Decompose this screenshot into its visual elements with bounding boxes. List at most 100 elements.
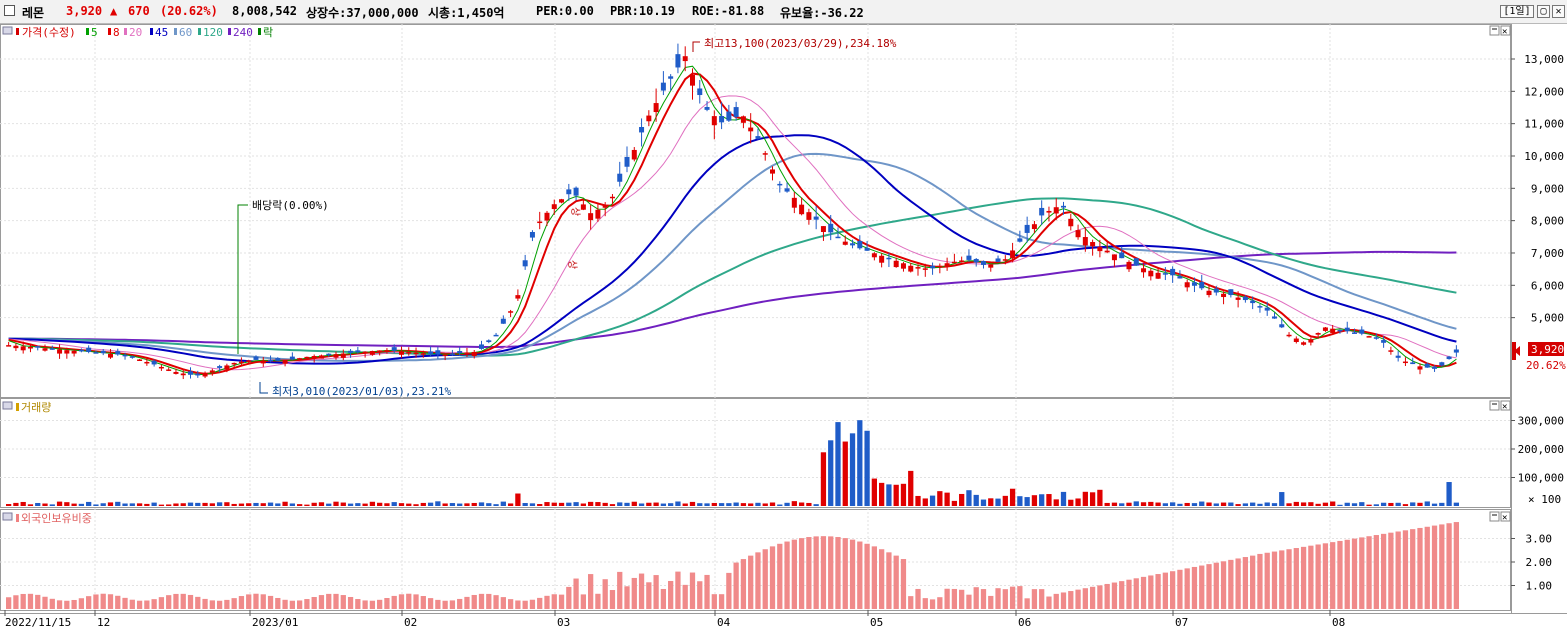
volume-bar xyxy=(1002,495,1008,506)
candle-body xyxy=(471,351,477,356)
candle-body xyxy=(326,353,332,356)
foreign-ratio-bar xyxy=(1308,545,1314,609)
price-tick-label: 5,000 xyxy=(1531,312,1564,325)
candle-body xyxy=(973,258,979,263)
restore-button[interactable]: ▢ xyxy=(1537,5,1550,18)
period-button[interactable]: [1일] xyxy=(1500,5,1534,18)
volume-bar xyxy=(413,504,419,506)
candle-body xyxy=(1184,282,1190,288)
foreign-ratio-bar xyxy=(1024,598,1030,609)
volume-bar xyxy=(871,478,877,506)
foreign-ratio-bar xyxy=(1206,564,1212,609)
stock-chart[interactable]: ✕ ✕ ✕ 가격(수정) 5 8 20 45 60 120 240 락 최고13… xyxy=(0,24,1567,630)
candle-body xyxy=(857,241,863,249)
foreign-ratio-bar xyxy=(64,600,70,609)
candle-body xyxy=(71,350,77,354)
volume-bar xyxy=(1060,491,1067,506)
candle-body xyxy=(1344,327,1350,332)
candle-body xyxy=(1126,261,1132,270)
volume-bar xyxy=(937,491,943,506)
volume-bar xyxy=(1235,504,1241,506)
foreign-ownership-bars xyxy=(6,522,1459,609)
volume-bar xyxy=(849,433,856,506)
candle-body xyxy=(158,366,164,369)
volume-bar xyxy=(246,503,252,506)
candle-body xyxy=(689,75,695,86)
foreign-ratio-bar xyxy=(238,596,245,609)
volume-bar xyxy=(216,502,223,506)
candle-body xyxy=(260,360,266,364)
float-ratio: 유보율:-36.22 xyxy=(780,6,864,20)
panel-controls[interactable]: ✕ ✕ ✕ xyxy=(2,25,1511,523)
volume-bars xyxy=(6,420,1459,506)
foreign-ratio-bar xyxy=(1002,589,1008,609)
volume-bar xyxy=(769,502,776,506)
candle-body xyxy=(304,356,310,359)
candle-body xyxy=(449,353,455,355)
foreign-ratio-bar xyxy=(864,543,870,609)
pbr-value: PBR:10.19 xyxy=(610,4,676,18)
date-label: 02 xyxy=(404,616,417,629)
foreign-ratio-bar xyxy=(624,586,630,609)
foreign-ratio-bar xyxy=(216,600,223,609)
date-label: 12 xyxy=(97,616,110,629)
candle-body xyxy=(879,255,885,263)
foreign-ratio-bar xyxy=(1148,575,1154,609)
up-arrow-icon: ▲ xyxy=(110,4,118,18)
candle-body xyxy=(639,126,645,133)
stock-name: 레몬 xyxy=(22,6,45,20)
foreign-ratio-bar xyxy=(929,599,936,609)
candle-body xyxy=(49,348,55,350)
volume-bar xyxy=(1017,496,1023,506)
volume-bar xyxy=(959,493,965,506)
candle-body xyxy=(711,116,717,126)
candle-body xyxy=(253,356,259,360)
foreign-ratio-bar xyxy=(660,588,667,609)
foreign-ratio-bar xyxy=(420,596,426,609)
volume-bar xyxy=(391,502,397,506)
foreign-ratio-bar xyxy=(566,586,572,609)
volume-bar xyxy=(879,482,885,506)
volume-bar xyxy=(311,502,317,506)
date-label: 2023/01 xyxy=(252,616,298,629)
date-axis: 2022/11/15 12 2023/01 02 03 04 05 06 07 08 xyxy=(4,610,1345,629)
volume-bar xyxy=(1424,501,1430,506)
volume-bar xyxy=(806,502,812,506)
foreign-ratio-bar xyxy=(1388,532,1394,609)
foreign-ratio-bar xyxy=(609,590,616,609)
volume-bar xyxy=(1082,491,1088,506)
volume-bar xyxy=(1111,502,1118,506)
foreign-ratio-bar xyxy=(1271,551,1278,609)
volume-bar xyxy=(122,503,128,506)
volume-bar xyxy=(64,502,70,506)
candle-body xyxy=(1424,363,1430,368)
foreign-ratio-bar xyxy=(791,539,797,609)
candle-body xyxy=(1082,237,1088,246)
volume-bar xyxy=(1068,499,1074,506)
foreign-ratio-bar xyxy=(1046,596,1052,609)
foreign-ratio-bar xyxy=(224,599,230,609)
date-label: 07 xyxy=(1175,616,1188,629)
close-button[interactable]: ✕ xyxy=(1552,5,1565,18)
volume-bar xyxy=(435,501,441,506)
volume-bar xyxy=(602,502,608,506)
foreign-ratio-bar xyxy=(551,594,557,609)
volume-bar xyxy=(180,503,186,506)
foreign-ratio-bar xyxy=(275,597,281,609)
candle-body xyxy=(86,347,92,353)
candle-body xyxy=(1410,362,1416,365)
foreign-ratio-bar xyxy=(675,571,681,609)
candle-body xyxy=(20,346,26,351)
foreign-ratio-bar xyxy=(253,593,259,609)
candle-body xyxy=(1119,252,1125,259)
candle-body xyxy=(1228,289,1234,296)
foreign-ratio-bar xyxy=(173,593,179,609)
candle-body xyxy=(944,263,950,267)
foreign-ratio-bar xyxy=(144,600,150,609)
select-checkbox[interactable] xyxy=(4,5,15,16)
foreign-ratio-bar xyxy=(362,600,368,609)
volume-bar xyxy=(966,490,972,506)
volume-bar xyxy=(857,420,863,506)
legend-ma5: 5 xyxy=(91,26,98,39)
candle-body xyxy=(980,261,986,265)
